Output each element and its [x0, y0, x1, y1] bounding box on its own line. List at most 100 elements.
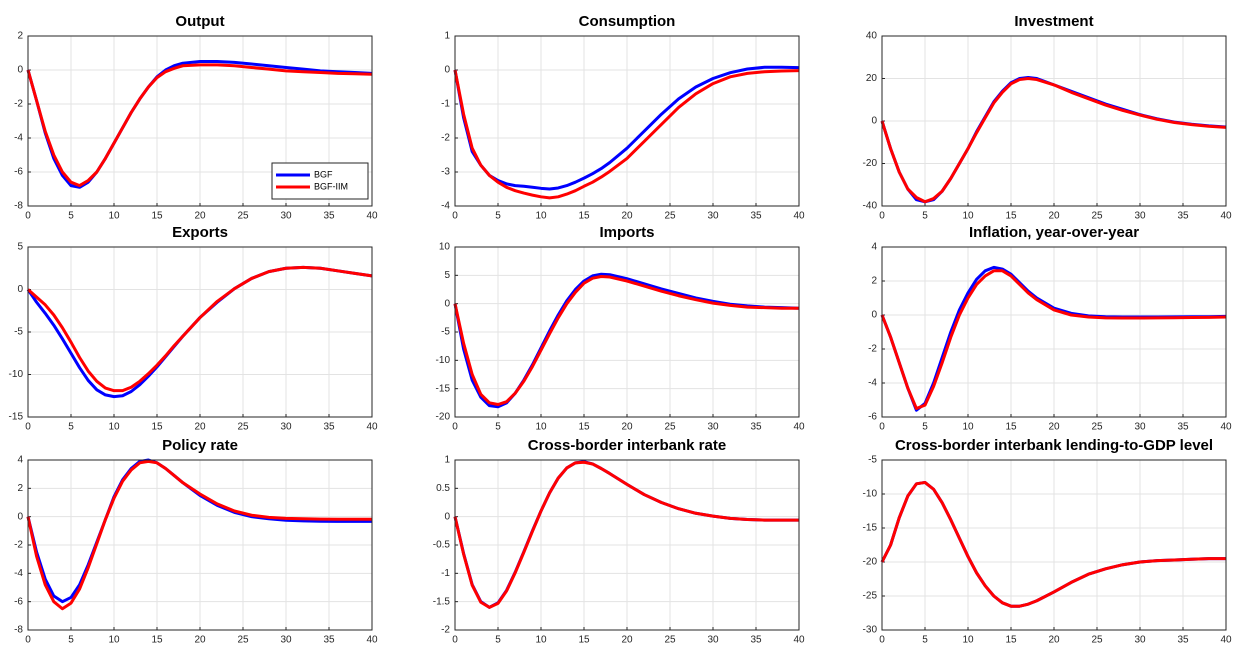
x-tick-label: 35	[323, 422, 335, 433]
x-tick-label: 20	[621, 635, 633, 646]
x-tick-label: 40	[793, 422, 805, 433]
y-tick-label: 0	[444, 65, 450, 76]
x-tick-label: 25	[664, 635, 676, 646]
x-tick-label: 5	[68, 422, 74, 433]
x-tick-label: 20	[621, 422, 633, 433]
chart-title: Imports	[599, 224, 654, 241]
y-tick-label: 40	[866, 31, 878, 42]
y-tick-label: -4	[14, 568, 23, 579]
y-tick-label: 0	[17, 284, 23, 295]
y-tick-label: -15	[436, 383, 451, 394]
axes-box	[27, 459, 373, 631]
y-tick-label: 5	[444, 270, 450, 281]
x-tick-label: 35	[750, 635, 762, 646]
x-tick-label: 5	[922, 635, 928, 646]
y-tick-label: 2	[17, 483, 23, 494]
y-tick-label: -10	[9, 369, 24, 380]
x-tick-label: 0	[879, 635, 885, 646]
subplot: 0 5 10 15 20 25 30 35 40 -2 -1.5 -1 -0.5 0 0.5 1 Cross-b…	[433, 437, 805, 646]
x-tick-label: 40	[366, 211, 378, 222]
x-tick-label: 0	[25, 422, 31, 433]
y-tick-label: 0.5	[436, 483, 450, 494]
y-tick-label: 0	[871, 310, 877, 321]
y-tick-label: -8	[14, 201, 23, 212]
x-tick-label: 20	[1048, 635, 1060, 646]
chart-title: Inflation, year-over-year	[969, 224, 1139, 241]
x-tick-label: 40	[1220, 422, 1232, 433]
x-tick-label: 30	[280, 211, 292, 222]
x-tick-label: 35	[1177, 211, 1189, 222]
y-tick-label: -5	[441, 327, 450, 338]
y-tick-label: 4	[17, 455, 23, 466]
x-tick-label: 25	[1091, 422, 1103, 433]
series-line	[453, 274, 799, 407]
x-tick-label: 30	[1134, 422, 1146, 433]
y-tick-label: -25	[863, 591, 878, 602]
x-tick-label: 35	[750, 422, 762, 433]
y-tick-label: -2	[14, 540, 23, 551]
subplot: 0 5 10 15 20 25 30 35 40 -40 -20 0 20 40 Investment	[863, 13, 1232, 222]
x-tick-label: 0	[452, 422, 458, 433]
x-tick-label: 15	[578, 422, 590, 433]
x-tick-label: 25	[664, 211, 676, 222]
x-tick-label: 5	[495, 422, 501, 433]
x-tick-label: 40	[366, 635, 378, 646]
chart-title: Policy rate	[162, 437, 238, 454]
x-tick-label: 35	[750, 211, 762, 222]
x-tick-label: 25	[1091, 211, 1103, 222]
y-tick-label: 0	[871, 116, 877, 127]
subplot: 0 5 10 15 20 25 30 35 40 -15 -10 -5 0 5 Exports	[9, 224, 378, 433]
y-tick-label: -2	[441, 133, 450, 144]
y-tick-label: -0.5	[433, 540, 451, 551]
y-tick-label: -2	[868, 344, 877, 355]
y-tick-label: -4	[14, 133, 23, 144]
y-tick-label: -30	[863, 625, 878, 636]
x-tick-label: 0	[879, 211, 885, 222]
subplot: 0 5 10 15 20 25 30 35 40 -4 -3 -2 -1 0 1 Consumption	[441, 13, 805, 222]
x-tick-label: 15	[578, 211, 590, 222]
axes-box	[27, 35, 373, 207]
x-tick-label: 30	[280, 422, 292, 433]
x-tick-label: 30	[1134, 211, 1146, 222]
x-tick-label: 10	[108, 635, 120, 646]
x-tick-label: 0	[879, 422, 885, 433]
y-tick-label: -3	[441, 167, 450, 178]
x-tick-label: 20	[194, 635, 206, 646]
y-tick-label: 2	[17, 31, 23, 42]
x-tick-label: 10	[962, 422, 974, 433]
x-tick-label: 30	[707, 635, 719, 646]
x-tick-label: 25	[1091, 635, 1103, 646]
x-tick-label: 15	[578, 635, 590, 646]
x-tick-label: 15	[1005, 211, 1017, 222]
legend-label: BGF-IIM	[314, 181, 348, 191]
x-tick-label: 5	[495, 635, 501, 646]
series-line	[26, 63, 373, 188]
series-line	[453, 460, 799, 609]
subplot: 0 5 10 15 20 25 30 35 40 -30 -25 -20 -15 -10 -5 Cross-b…	[863, 437, 1232, 646]
series-line	[27, 265, 373, 393]
x-tick-label: 40	[793, 211, 805, 222]
axes-box	[454, 459, 800, 631]
x-tick-label: 15	[151, 422, 163, 433]
x-tick-label: 40	[366, 422, 378, 433]
x-tick-label: 15	[151, 211, 163, 222]
y-tick-label: -20	[436, 412, 451, 423]
series-line	[880, 269, 1227, 410]
x-tick-label: 35	[1177, 635, 1189, 646]
x-tick-label: 35	[1177, 422, 1189, 433]
axes-box	[454, 246, 800, 418]
x-tick-label: 10	[962, 211, 974, 222]
x-tick-label: 20	[194, 422, 206, 433]
x-tick-label: 20	[621, 211, 633, 222]
y-tick-label: -15	[9, 412, 24, 423]
y-tick-label: 0	[17, 65, 23, 76]
chart-title: Investment	[1014, 13, 1093, 30]
legend-box	[271, 162, 369, 200]
x-tick-label: 35	[323, 635, 335, 646]
x-tick-label: 20	[1048, 211, 1060, 222]
series-line	[880, 480, 1226, 608]
x-tick-label: 40	[793, 635, 805, 646]
x-tick-label: 40	[1220, 211, 1232, 222]
x-tick-label: 35	[323, 211, 335, 222]
x-tick-label: 10	[535, 422, 547, 433]
